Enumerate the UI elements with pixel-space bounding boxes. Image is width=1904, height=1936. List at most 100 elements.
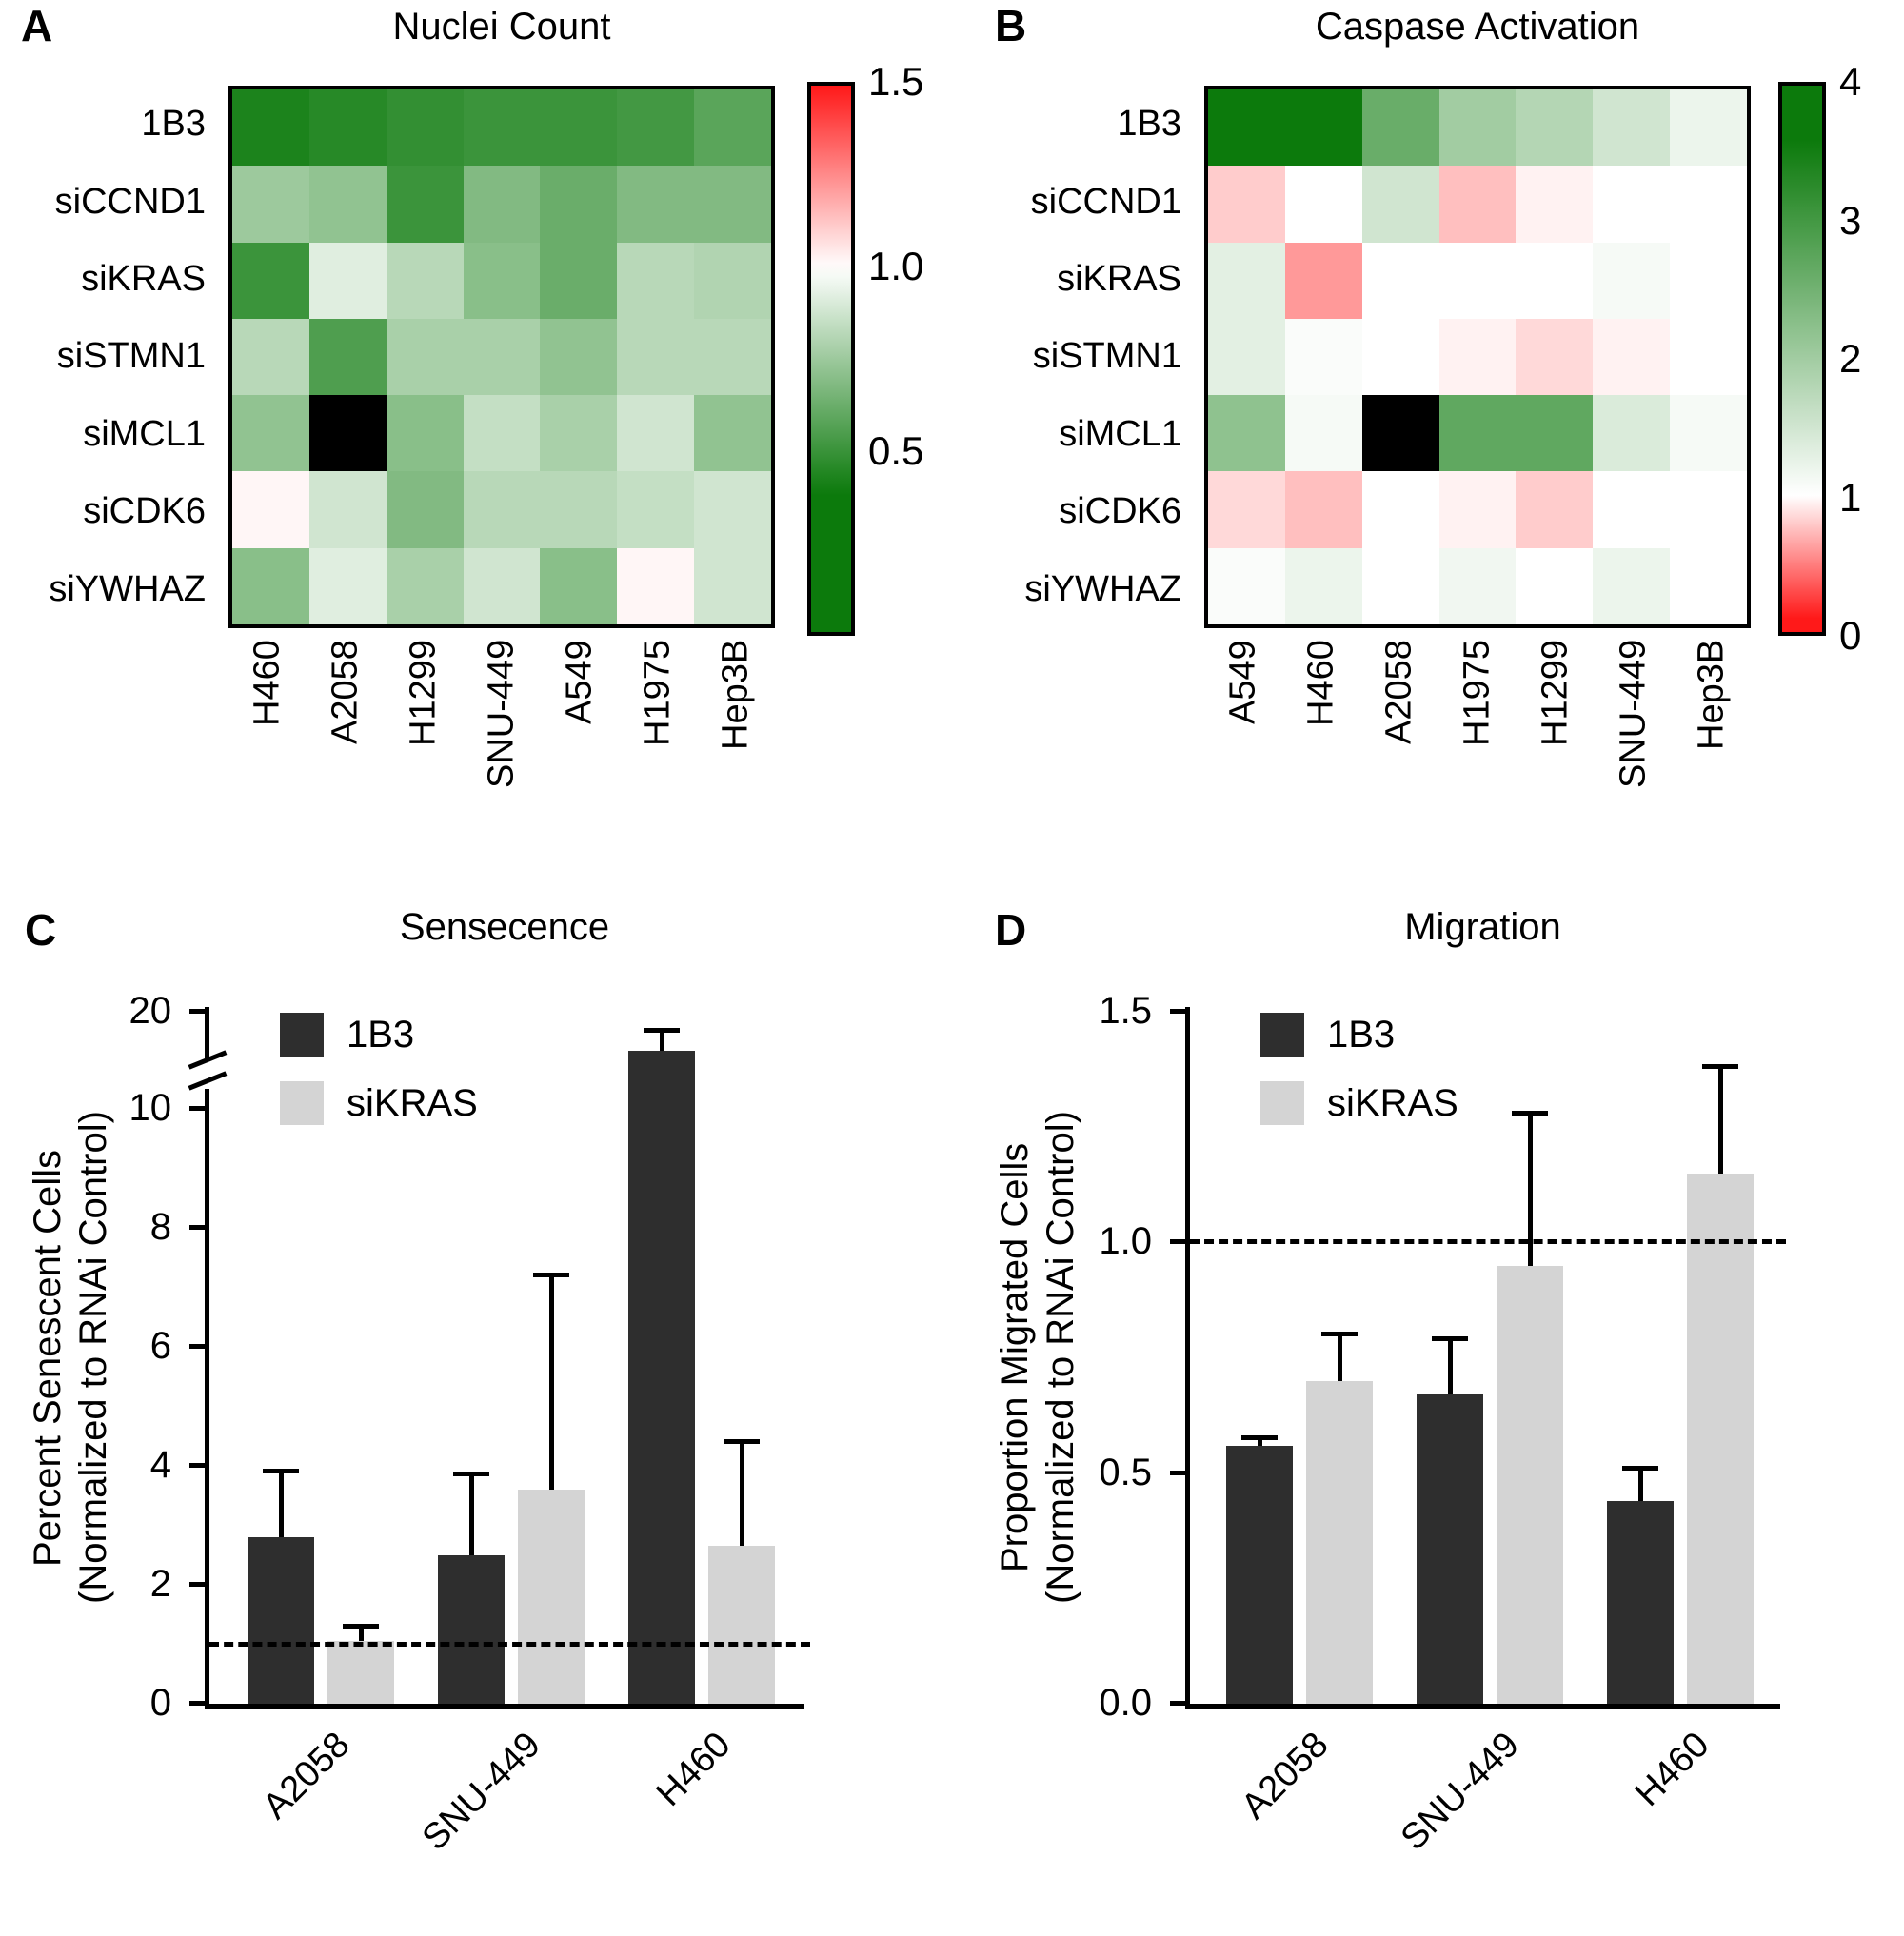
heatmap-b-column-labels: A549 H460 A2058 H1975 H1299 SNU-449 Hep3B	[1204, 640, 1751, 849]
heatmap-a-cell-siCDK6-A549	[540, 471, 618, 548]
heatmap-a-cell-siYWHAZ-Hep3B	[694, 547, 771, 624]
panel-c-letter: C	[25, 905, 57, 955]
heatmap-b-cell-1B3-SNU-449	[1593, 89, 1671, 167]
error-bar-1B3-H460	[660, 1031, 664, 1051]
y-axis-tick-label-0.0: 0.0	[1099, 1682, 1152, 1724]
legend-item-1B3: 1B3	[280, 1013, 414, 1057]
colorbar-tick-label-0: 0	[1839, 613, 1862, 658]
y-axis-tick-20	[189, 1009, 205, 1014]
heatmap-b-cell-siMCL1-A549	[1208, 395, 1285, 472]
bar-siKRAS-H460	[708, 1546, 775, 1704]
axis-break-gap	[205, 1060, 209, 1089]
heatmap-row-label-siKRAS: siKRAS	[81, 259, 206, 300]
heatmap-column-label-H1975: H1975	[1438, 640, 1517, 849]
heatmap-column-label-text: H1299	[403, 640, 444, 746]
heatmap-column-label-text: H460	[1300, 640, 1341, 726]
heatmap-b-cell-siMCL1-Hep3B	[1670, 395, 1747, 472]
heatmap-a-cell-siKRAS-H460	[232, 242, 309, 319]
bar-1B3-A2058	[248, 1537, 314, 1704]
y-axis-tick-label-0.5: 0.5	[1099, 1451, 1152, 1493]
heatmap-b-cell-siSTMN1-H1299	[1516, 318, 1594, 396]
error-bar-cap-siKRAS-SNU-449	[1512, 1110, 1548, 1116]
heatmap-b-cell-siCDK6-Hep3B	[1670, 471, 1747, 548]
y-axis-tick-label-6: 6	[149, 1325, 171, 1367]
heatmap-a-cell-siSTMN1-A549	[540, 318, 618, 396]
y-axis-tick-0	[189, 1701, 205, 1706]
panel-c-title: Sensecence	[399, 906, 610, 948]
heatmap-b-cell-1B3-Hep3B	[1670, 89, 1747, 167]
y-axis-tick-6	[189, 1344, 205, 1349]
y-axis-tick-label-1.5: 1.5	[1099, 990, 1152, 1032]
legend-label-siKRAS: siKRAS	[347, 1081, 478, 1124]
y-axis-tick-label-8: 8	[149, 1206, 171, 1248]
y-axis-tick-1.0	[1170, 1239, 1185, 1245]
x-axis-tick-label-A2058: A2058	[255, 1725, 358, 1827]
error-bar-siKRAS-H460	[1718, 1067, 1723, 1174]
colorbar-tick-label-2: 2	[1839, 336, 1862, 381]
heatmap-a-cell-siCCND1-A2058	[308, 166, 387, 243]
panel-a-letter: A	[21, 1, 53, 50]
heatmap-a-cell-siKRAS-H1299	[386, 242, 464, 319]
heatmap-column-label-text: SNU-449	[1613, 640, 1654, 789]
heatmap-b-cell-siMCL1-H1975	[1438, 395, 1517, 472]
error-bar-cap-siKRAS-A2058	[343, 1623, 379, 1629]
heatmap-b-cell-siKRAS-H1299	[1516, 242, 1594, 319]
heatmap-b-cell-siCDK6-H1299	[1516, 471, 1594, 548]
heatmap-row-label-siCCND1: siCCND1	[54, 181, 206, 222]
heatmap-b-cell-siSTMN1-A2058	[1361, 318, 1439, 396]
heatmap-a-cell-siSTMN1-H460	[232, 318, 309, 396]
bar-1B3-SNU-449	[438, 1554, 505, 1704]
heatmap-b-cell-siYWHAZ-H460	[1284, 547, 1362, 624]
legend-label-1B3: 1B3	[1327, 1013, 1396, 1056]
heatmap-a-cell-siKRAS-A549	[540, 242, 618, 319]
legend: 1B3 siKRAS	[1260, 1013, 1565, 1156]
heatmap-b-cell-siMCL1-H1299	[1516, 395, 1594, 472]
legend-label-1B3: 1B3	[347, 1013, 415, 1056]
heatmap-row-label-siCDK6: siCDK6	[83, 491, 206, 532]
heatmap-b-cell-1B3-A2058	[1361, 89, 1439, 167]
heatmap-b-cell-siMCL1-SNU-449	[1593, 395, 1671, 472]
y-axis-tick-10	[189, 1106, 205, 1111]
y-axis-tick-label-1.0: 1.0	[1099, 1220, 1152, 1263]
heatmap-a-cell-siSTMN1-Hep3B	[694, 318, 771, 396]
y-axis-tick-label-0: 0	[149, 1682, 171, 1724]
y-axis-tick-label-4: 4	[149, 1444, 171, 1486]
heatmap-a-cell-siCCND1-H1975	[617, 166, 695, 243]
x-axis-tick-label-A2058: A2058	[1234, 1725, 1337, 1827]
heatmap-a-cell-siKRAS-Hep3B	[694, 242, 771, 319]
bar-1B3-H460	[1607, 1500, 1674, 1704]
heatmap-a-cell-siSTMN1-H1975	[617, 318, 695, 396]
migration-plot-area: 0.0 0.5 1.0 1.5 A2058 SNU-449 H460 1B3 siKRAS	[1099, 990, 1787, 1858]
heatmap-column-label-text: H1975	[1457, 640, 1497, 746]
heatmap-a-cell-siKRAS-A2058	[308, 242, 387, 319]
heatmap-row-label-siSTMN1: siSTMN1	[56, 336, 206, 377]
colorbar-tick-label-0.5: 0.5	[868, 428, 924, 473]
error-bar-siKRAS-A2058	[1338, 1334, 1342, 1381]
bar-siKRAS-A2058	[1306, 1380, 1373, 1704]
heatmap-a-cell-1B3-H1299	[386, 89, 464, 167]
heatmap-a-cell-siYWHAZ-H1975	[617, 547, 695, 624]
heatmap-a-cell-siCCND1-Hep3B	[694, 166, 771, 243]
x-axis-tick-label-H460: H460	[648, 1725, 739, 1814]
heatmap-a-colorbar-ticks: 1.5 1.0 0.5	[868, 59, 950, 636]
bar-siKRAS-SNU-449	[518, 1490, 585, 1704]
heatmap-b-cell-siCCND1-A549	[1208, 166, 1285, 243]
heatmap-row-label-1B3: 1B3	[141, 104, 206, 145]
heatmap-a	[228, 86, 775, 628]
error-bar-cap-siKRAS-H460	[1702, 1064, 1738, 1070]
heatmap-a-cell-siCDK6-Hep3B	[694, 471, 771, 548]
heatmap-a-cell-siCDK6-SNU-449	[463, 471, 541, 548]
panel-c-y-axis-label-line1: Percent Senescent Cells	[27, 1149, 69, 1567]
legend-swatch-siKRAS	[280, 1081, 324, 1125]
heatmap-b-cell-siYWHAZ-H1975	[1438, 547, 1517, 624]
heatmap-a-cell-1B3-A549	[540, 89, 618, 167]
heatmap-b-cell-1B3-H1299	[1516, 89, 1594, 167]
heatmap-a-colorbar	[807, 82, 855, 636]
heatmap-column-label-Hep3B: Hep3B	[697, 640, 775, 849]
heatmap-column-label-H460: H460	[228, 640, 307, 849]
heatmap-b-cell-1B3-H460	[1284, 89, 1362, 167]
panel-d-y-axis-label-line1: Proportion Migrated Cells	[994, 1142, 1036, 1573]
panel-d-y-axis-label: Proportion Migrated Cells (Normalized to…	[992, 1007, 1083, 1709]
heatmap-b-cell-siCCND1-H460	[1284, 166, 1362, 243]
heatmap-a-cell-siYWHAZ-SNU-449	[463, 547, 541, 624]
